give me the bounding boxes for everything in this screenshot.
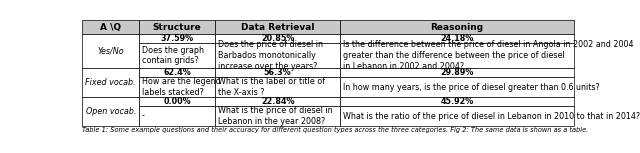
Bar xyxy=(215,97,340,106)
Text: Yes/No: Yes/No xyxy=(97,47,124,56)
Text: Open vocab.: Open vocab. xyxy=(86,107,136,116)
Text: Does the price of diesel in
Barbados monotonically
increase over the years?: Does the price of diesel in Barbados mon… xyxy=(218,40,323,71)
Text: Is the difference between the price of diesel in Angola in 2002 and 2004
greater: Is the difference between the price of d… xyxy=(343,40,634,71)
Bar xyxy=(139,106,215,126)
Text: 62.4%: 62.4% xyxy=(163,68,191,77)
Bar xyxy=(83,68,139,97)
Bar xyxy=(139,20,215,34)
Text: How are the legend
labels stacked?: How are the legend labels stacked? xyxy=(142,77,221,97)
Bar xyxy=(340,106,573,126)
Bar xyxy=(83,20,139,34)
Text: In how many years, is the price of diesel greater than 0.6 units?: In how many years, is the price of diese… xyxy=(343,82,600,91)
Bar xyxy=(340,68,573,77)
Bar xyxy=(340,34,573,43)
Bar xyxy=(83,97,139,126)
Bar xyxy=(139,77,215,97)
Bar xyxy=(215,34,340,43)
Text: Table 1: Some example questions and their accuracy for different question types : Table 1: Some example questions and thei… xyxy=(83,127,589,133)
Text: A \Q: A \Q xyxy=(100,22,121,32)
Bar xyxy=(139,97,215,106)
Bar xyxy=(340,43,573,68)
Text: -: - xyxy=(142,112,145,121)
Text: 22.84%: 22.84% xyxy=(261,97,294,106)
Bar xyxy=(340,77,573,97)
Bar xyxy=(139,68,215,77)
Text: 37.59%: 37.59% xyxy=(161,34,193,43)
Bar xyxy=(340,97,573,106)
Bar xyxy=(215,68,340,77)
Text: 56.3%: 56.3% xyxy=(264,68,291,77)
Text: 24.18%: 24.18% xyxy=(440,34,474,43)
Bar xyxy=(139,43,215,68)
Text: Structure: Structure xyxy=(152,22,202,32)
Bar xyxy=(215,20,340,34)
Text: 29.89%: 29.89% xyxy=(440,68,474,77)
Bar xyxy=(340,20,573,34)
Bar xyxy=(215,43,340,68)
Text: What is the price of diesel in
Lebanon in the year 2008?: What is the price of diesel in Lebanon i… xyxy=(218,106,333,126)
Text: Does the graph
contain grids?: Does the graph contain grids? xyxy=(142,46,204,65)
Bar xyxy=(83,34,139,68)
Text: What is the label or title of
the X-axis ?: What is the label or title of the X-axis… xyxy=(218,77,325,97)
Bar xyxy=(215,77,340,97)
Text: Reasoning: Reasoning xyxy=(430,22,483,32)
Text: Fixed vocab.: Fixed vocab. xyxy=(85,78,136,87)
Text: 20.85%: 20.85% xyxy=(261,34,294,43)
Bar xyxy=(139,34,215,43)
Text: 45.92%: 45.92% xyxy=(440,97,474,106)
Text: Data Retrieval: Data Retrieval xyxy=(241,22,314,32)
Bar xyxy=(215,106,340,126)
Text: 0.00%: 0.00% xyxy=(163,97,191,106)
Text: What is the ratio of the price of diesel in Lebanon in 2010 to that in 2014?: What is the ratio of the price of diesel… xyxy=(343,112,640,121)
